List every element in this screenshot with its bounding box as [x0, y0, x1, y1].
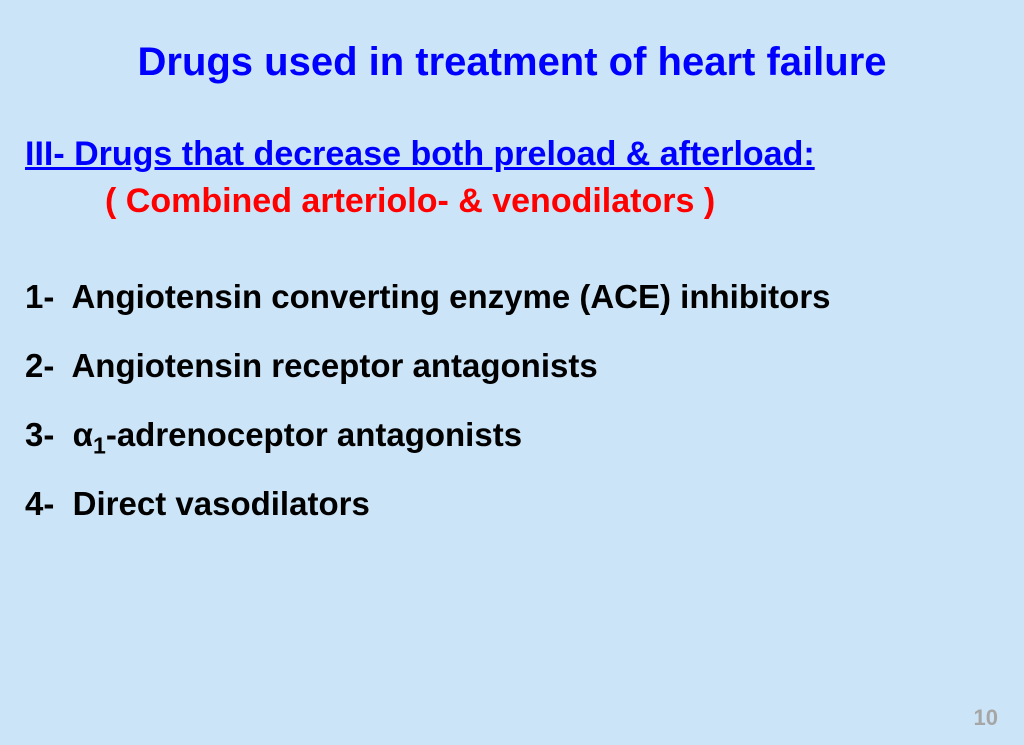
item-text-post: -adrenoceptor antagonists — [106, 416, 522, 453]
list-item: 4- Direct vasodilators — [25, 483, 1004, 526]
slide-title: Drugs used in treatment of heart failure — [20, 40, 1004, 85]
drug-list: 1- Angiotensin converting enzyme (ACE) i… — [20, 276, 1004, 526]
list-item: 2- Angiotensin receptor antagonists — [25, 345, 1004, 388]
item-number: 3- — [25, 414, 54, 457]
section-descriptor: ( Combined arteriolo- & venodilators ) — [20, 182, 1004, 221]
section-subtitle: III- Drugs that decrease both preload & … — [20, 135, 1004, 174]
item-number: 4- — [25, 483, 54, 526]
slide-container: Drugs used in treatment of heart failure… — [0, 0, 1024, 745]
page-number: 10 — [974, 705, 998, 731]
item-text: Direct vasodilators — [64, 485, 370, 522]
item-number: 2- — [25, 345, 54, 388]
item-text: Angiotensin receptor antagonists — [64, 347, 598, 384]
item-text-pre: α — [64, 416, 93, 453]
item-number: 1- — [25, 276, 54, 319]
list-item: 1- Angiotensin converting enzyme (ACE) i… — [25, 276, 1004, 319]
item-subscript: 1 — [93, 432, 106, 458]
item-text: Angiotensin converting enzyme (ACE) inhi… — [64, 278, 831, 315]
list-item: 3- α1-adrenoceptor antagonists — [25, 414, 1004, 457]
